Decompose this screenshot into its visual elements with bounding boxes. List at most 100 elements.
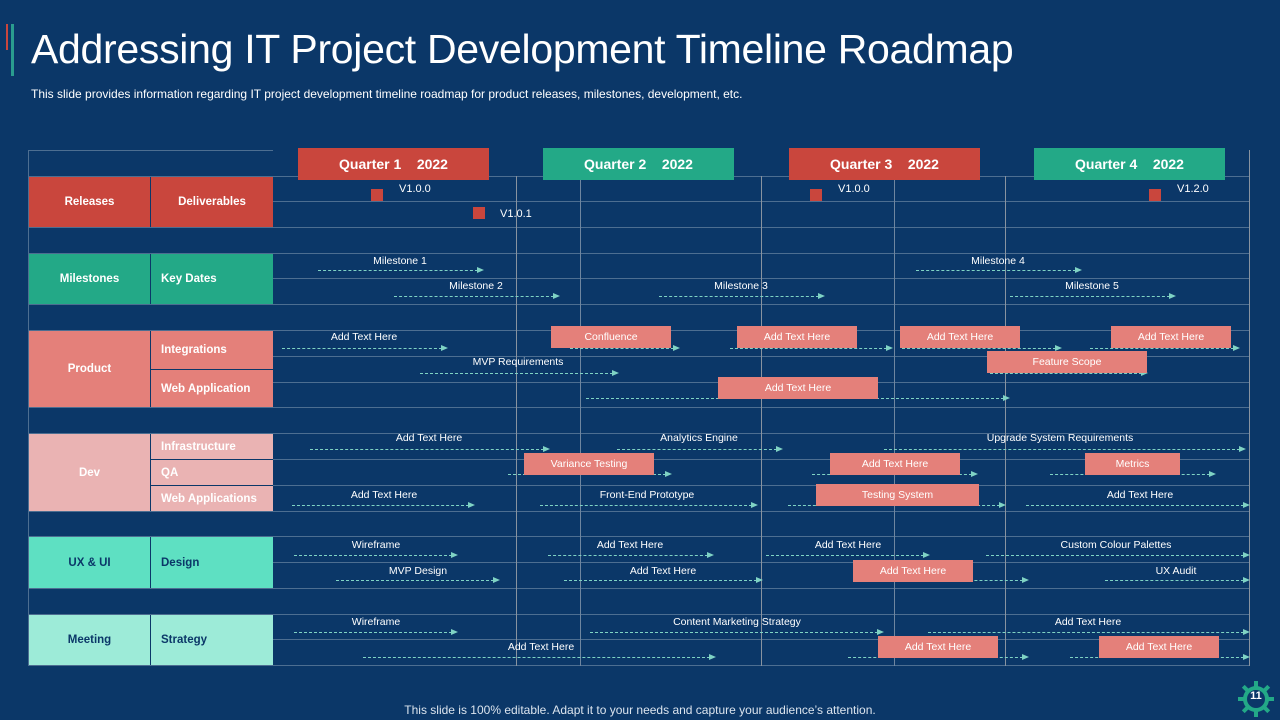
timeline-arrow [282, 345, 448, 351]
roadmap-text: Milestone 1 [373, 255, 427, 267]
roadmap-text: Add Text Here [1106, 489, 1174, 501]
roadmap-text: Add Text Here [629, 565, 697, 577]
roadmap-task-box: Metrics [1085, 453, 1180, 475]
category-key-dates: Key Dates [151, 253, 273, 304]
release-marker [810, 189, 822, 201]
roadmap-task-box: Variance Testing [524, 453, 654, 475]
roadmap-task-box: Add Text Here [1099, 636, 1219, 658]
timeline-arrow [730, 345, 893, 351]
roadmap-text: Add Text Here [596, 539, 664, 551]
timeline-arrow [570, 345, 680, 351]
roadmap-text: Add Text Here [814, 539, 882, 551]
category-web-applications: Web Applications [151, 486, 273, 511]
timeline-arrow [659, 293, 825, 299]
quarter-1-header: Quarter 1 2022 [298, 148, 489, 180]
roadmap-text: Add Text Here [507, 641, 575, 653]
timeline-arrow [928, 629, 1250, 635]
release-marker [473, 207, 485, 219]
roadmap-text: Custom Colour Palettes [1060, 539, 1172, 551]
timeline-arrow [1090, 345, 1240, 351]
category-milestones: Milestones [29, 253, 150, 304]
grid-line [28, 433, 1250, 434]
category-deliverables: Deliverables [151, 176, 273, 227]
timeline-arrow [590, 629, 884, 635]
roadmap-text: Milestone 2 [449, 280, 503, 292]
roadmap-task-box: Add Text Here [900, 326, 1020, 348]
roadmap-task-box: Feature Scope [987, 351, 1147, 373]
quarter-3-header: Quarter 3 2022 [789, 148, 980, 180]
quarter-divider [516, 176, 517, 666]
roadmap-text: MVP Design [388, 565, 448, 577]
quarter-2-header: Quarter 2 2022 [543, 148, 734, 180]
quarter-4-header: Quarter 4 2022 [1034, 148, 1225, 180]
roadmap-task-box: Confluence [551, 326, 671, 348]
timeline-arrow [363, 654, 716, 660]
grid-line [28, 511, 1250, 512]
grid-line [28, 536, 1250, 537]
grid-line [28, 614, 1250, 615]
roadmap-text: Wireframe [351, 539, 401, 551]
roadmap-text: Milestone 4 [971, 255, 1025, 267]
timeline-arrow [617, 446, 783, 452]
quarter-divider [580, 176, 581, 666]
timeline-arrow [394, 293, 560, 299]
timeline-arrow [1010, 293, 1176, 299]
page-subtitle: This slide provides information regardin… [31, 87, 743, 101]
category-strategy: Strategy [151, 614, 273, 665]
timeline-arrow [318, 267, 484, 273]
roadmap-task-box: Add Text Here [878, 636, 998, 658]
roadmap-text: Add Text Here [395, 432, 463, 444]
timeline-arrow [548, 552, 714, 558]
timeline-arrow [902, 345, 1062, 351]
category-integrations: Integrations [151, 331, 273, 369]
roadmap-task-box: Testing System [816, 484, 979, 506]
timeline-arrow [294, 629, 458, 635]
category-product: Product [29, 331, 150, 407]
grid-line [28, 227, 1250, 228]
roadmap-text: Milestone 3 [714, 280, 768, 292]
timeline-arrow [294, 552, 458, 558]
roadmap-text: Add Text Here [1054, 616, 1122, 628]
roadmap-task-box: Add Text Here [830, 453, 960, 475]
timeline-arrow [1105, 577, 1250, 583]
category-releases: Releases [29, 176, 150, 227]
page-title: Addressing IT Project Development Timeli… [31, 26, 1014, 72]
category-qa: QA [151, 460, 273, 485]
category-dev: Dev [29, 434, 150, 511]
release-marker [1149, 189, 1161, 201]
roadmap-text: Add Text Here [330, 331, 398, 343]
footer-note: This slide is 100% editable. Adapt it to… [404, 703, 876, 717]
gear-icon [1238, 681, 1274, 717]
category-meeting: Meeting [29, 614, 150, 665]
quarter-divider [1249, 150, 1250, 666]
roadmap-text: UX Audit [1155, 565, 1197, 577]
quarter-divider [1005, 176, 1006, 666]
roadmap-text: Wireframe [351, 616, 401, 628]
category-ux-ui: UX & UI [29, 537, 150, 588]
timeline-arrow [986, 552, 1250, 558]
category-web-application: Web Application [151, 370, 273, 407]
release-version: V1.0.0 [399, 183, 431, 195]
roadmap-task-box: Add Text Here [853, 560, 973, 582]
roadmap-task-box: Add Text Here [737, 326, 857, 348]
roadmap-text: Content Marketing Strategy [673, 616, 801, 628]
roadmap-task-box: Add Text Here [1111, 326, 1231, 348]
timeline-arrow [540, 502, 758, 508]
release-marker [371, 189, 383, 201]
timeline-arrow [916, 267, 1082, 273]
table-left-line [28, 150, 29, 666]
roadmap-text: Analytics Engine [660, 432, 738, 444]
release-version: V1.0.0 [838, 183, 870, 195]
roadmap-text: MVP Requirements [472, 356, 564, 368]
timeline-arrow [1026, 502, 1250, 508]
roadmap-text: Front-End Prototype [599, 489, 695, 501]
timeline-arrow [766, 552, 930, 558]
grid-line [28, 407, 1250, 408]
grid-line [28, 304, 1250, 305]
grid-line [28, 588, 1250, 589]
quarter-divider [761, 176, 762, 666]
release-version: V1.2.0 [1177, 183, 1209, 195]
title-accent-red [6, 24, 8, 50]
category-design: Design [151, 537, 273, 588]
title-accent-teal [11, 24, 14, 76]
